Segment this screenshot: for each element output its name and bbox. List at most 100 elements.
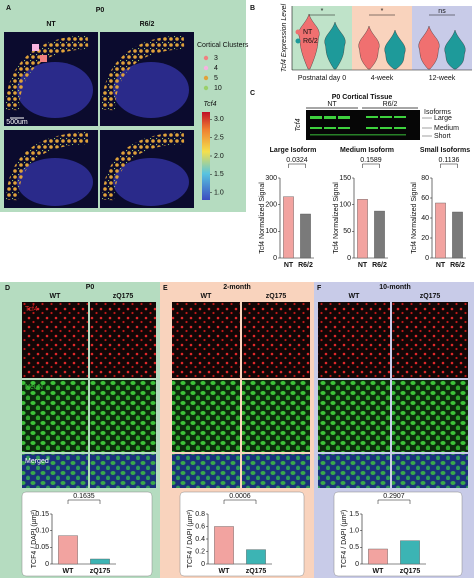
- y-tick-label: 100: [339, 202, 351, 209]
- legend-marker: [295, 29, 301, 35]
- significance-bracket: [377, 499, 411, 504]
- p-value: 0.0324: [286, 157, 308, 164]
- y-tick-label: 0.8: [195, 511, 205, 518]
- y-tick-label: 100: [265, 228, 277, 235]
- y-axis-label: Tcf4 Expression Level: [281, 3, 288, 72]
- row-label: NeuN: [25, 384, 43, 391]
- x-tick-label: 4-week: [371, 75, 394, 82]
- y-tick-label: 50: [343, 228, 351, 235]
- x-tick-label: WT: [373, 568, 385, 575]
- panel-title: P0: [96, 7, 105, 14]
- y-tick-label: 0: [201, 561, 205, 568]
- isoform-label: Short: [434, 133, 451, 140]
- column-label: zQ175: [420, 293, 441, 300]
- significance-bracket: [223, 499, 257, 504]
- bar: [452, 211, 463, 259]
- legend-label: 5: [214, 75, 218, 82]
- x-tick-label: NT: [358, 262, 368, 269]
- column-label: WT: [50, 293, 62, 300]
- isoforms-title: Isoforms: [424, 109, 451, 116]
- y-tick-label: 200: [265, 202, 277, 209]
- y-tick-label: 0: [355, 561, 359, 568]
- significance-bracket: [288, 163, 306, 168]
- significance-bracket: [440, 163, 458, 168]
- x-tick-label: Postnatal day 0: [298, 75, 346, 82]
- significance-label: *: [381, 8, 384, 15]
- legend-title: Cortical Clusters: [197, 42, 249, 49]
- panel-label: F: [317, 285, 322, 292]
- y-tick-label: 40: [421, 215, 429, 222]
- legend-label: 3: [214, 55, 218, 62]
- panel-title: 10-month: [379, 284, 411, 291]
- y-axis-label: TCF4 / DAPI (µm²): [31, 510, 38, 568]
- x-tick-label: zQ175: [246, 568, 267, 575]
- y-tick-label: 1.0: [349, 528, 359, 535]
- y-axis-label: Tcf4 Normalized Signal: [259, 182, 266, 254]
- p-value: 0.0006: [229, 493, 251, 500]
- legend-label: 4: [214, 65, 218, 72]
- column-label: zQ175: [266, 293, 287, 300]
- row-label: Merged: [25, 458, 49, 465]
- legend-marker: [203, 75, 209, 81]
- bar: [300, 213, 311, 259]
- column-label: WT: [349, 293, 361, 300]
- column-label: zQ175: [113, 293, 134, 300]
- significance-bracket: [67, 499, 101, 504]
- bar: [435, 202, 446, 259]
- y-tick-label: 300: [265, 175, 277, 182]
- significance-bracket: [362, 163, 380, 168]
- column-label: R6/2: [140, 21, 155, 28]
- x-tick-label: 12-week: [429, 75, 456, 82]
- y-tick-label: 0.5: [349, 544, 359, 551]
- violin: [384, 29, 406, 70]
- chart-title: Medium Isoform: [340, 147, 394, 154]
- violin: [358, 25, 380, 70]
- p-value: 0.1589: [360, 157, 382, 164]
- legend-label: 10: [214, 85, 222, 92]
- y-tick-label: 60: [421, 195, 429, 202]
- chart-title: Large Isoform: [270, 147, 317, 154]
- y-tick-label: 0.4: [195, 536, 205, 543]
- p-value: 0.1635: [73, 493, 95, 500]
- x-tick-label: R6/2: [372, 262, 387, 269]
- bar: [246, 549, 266, 565]
- legend-marker: [203, 55, 209, 61]
- isoform-label: Medium: [434, 125, 459, 132]
- y-tick-label: 0: [273, 255, 277, 262]
- panel-label: C: [250, 90, 255, 97]
- colorbar-tick-label: 2.0: [214, 153, 224, 160]
- bar: [90, 558, 110, 565]
- bar: [214, 526, 234, 565]
- y-tick-label: 0.05: [35, 544, 49, 551]
- bar: [374, 210, 385, 259]
- y-axis-label: TCF4 / DAPI (µm²): [341, 510, 348, 568]
- significance-label: ns: [438, 8, 446, 15]
- micrographs: [22, 302, 468, 488]
- bar: [357, 199, 368, 259]
- y-tick-label: 0: [45, 561, 49, 568]
- colorbar-title: Tcf4: [204, 101, 217, 108]
- p-value: 0.1136: [439, 157, 460, 164]
- lane-label: R6/2: [383, 101, 398, 108]
- chart-title: Small Isoforms: [420, 147, 470, 154]
- y-tick-label: 0.2: [195, 548, 205, 555]
- x-tick-label: R6/2: [450, 262, 465, 269]
- panel-label: E: [163, 285, 168, 292]
- x-tick-label: NT: [284, 262, 294, 269]
- blot-bands: [310, 116, 406, 136]
- brain-sections: [4, 32, 194, 208]
- bar: [283, 196, 294, 259]
- y-tick-label: 80: [421, 175, 429, 182]
- column-label: NT: [46, 21, 56, 28]
- y-tick-label: 0: [425, 255, 429, 262]
- scale-bar-label: 500um: [6, 119, 28, 126]
- x-tick-label: NT: [436, 262, 446, 269]
- blot-label: Tcf4: [295, 118, 302, 131]
- violin: [324, 21, 346, 70]
- significance-label: *: [321, 8, 324, 15]
- colorbar-tick-label: 3.0: [214, 116, 224, 123]
- legend-marker: [203, 65, 209, 71]
- bar: [58, 535, 78, 565]
- panel-label: D: [5, 285, 10, 292]
- y-tick-label: 20: [421, 235, 429, 242]
